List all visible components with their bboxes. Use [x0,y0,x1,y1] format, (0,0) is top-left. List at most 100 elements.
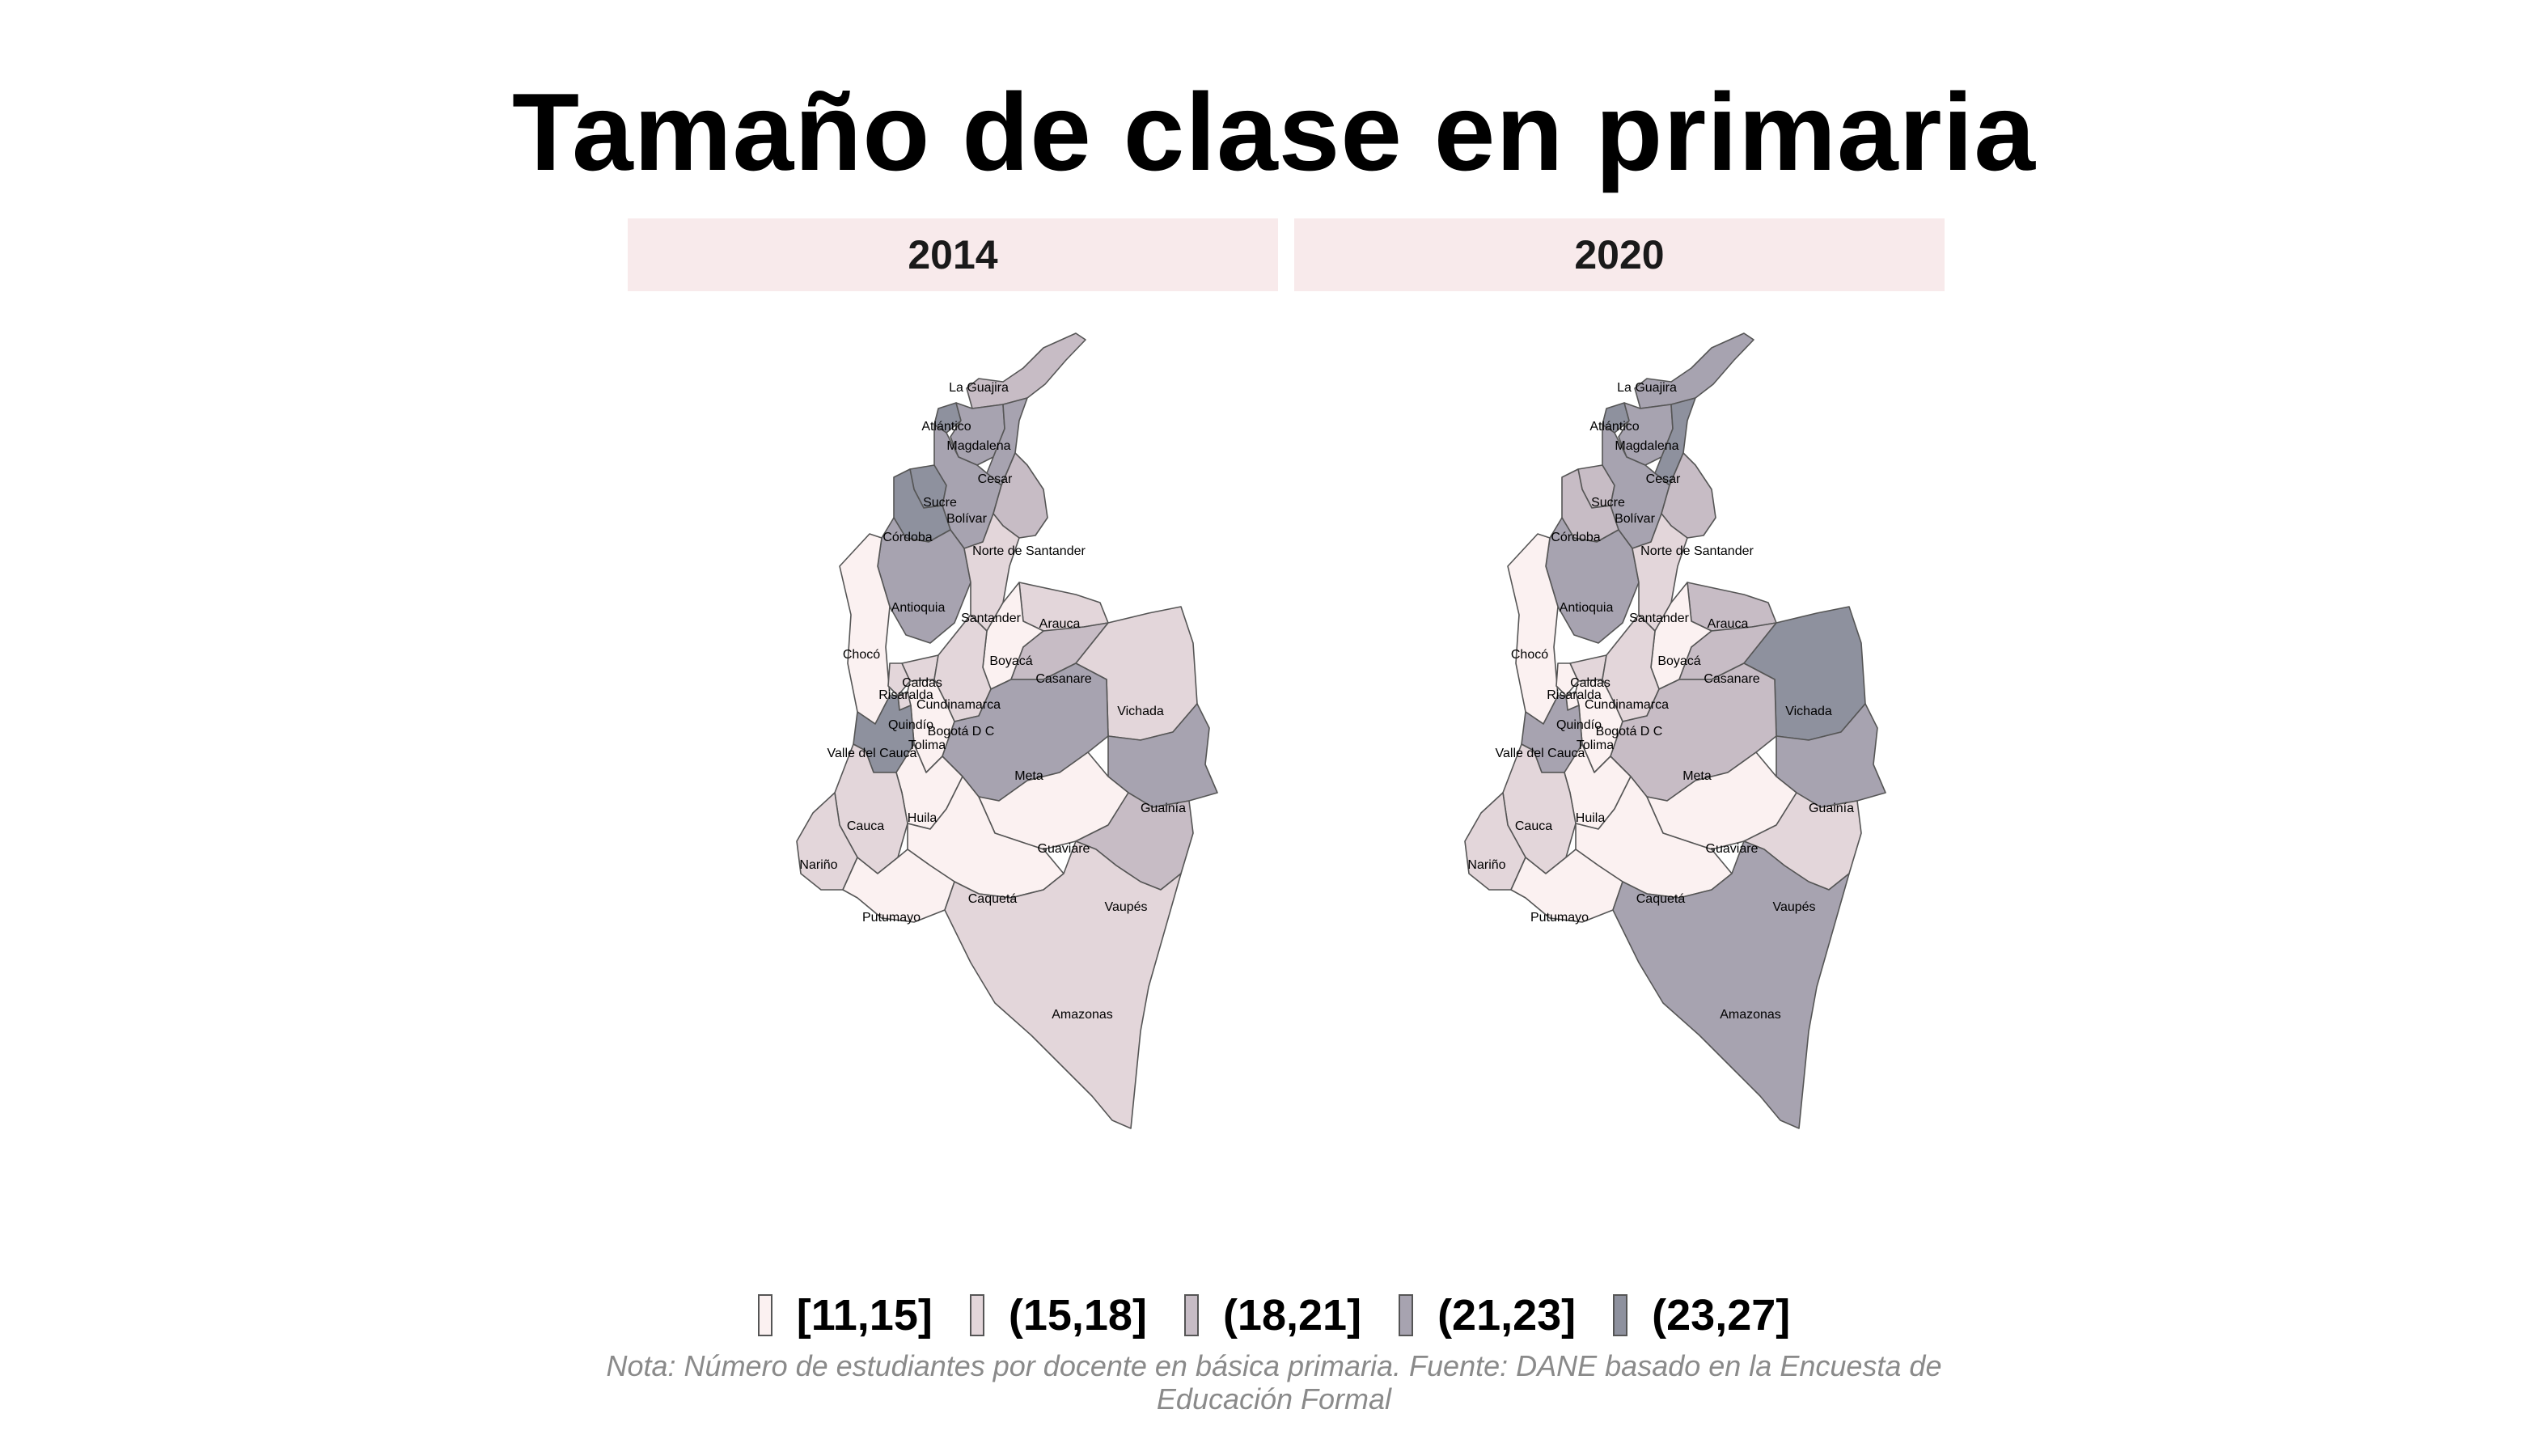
map-panel-2020: La Guajira Atlántico Magdalena Cesar Sucre Bo… [1464,332,1886,1129]
department-label-sucre: Sucre [923,496,957,510]
department-labels: La Guajira Atlántico Magdalena Cesar Sucre Bo… [799,381,1186,1022]
department-atlantico [933,402,962,434]
department-la-guajira [1634,332,1754,409]
department-atlantico [1602,402,1630,434]
department-label-sucre: Sucre [1591,496,1625,510]
department-label-guaviare: Guaviare [1038,842,1090,856]
department-label-arauca: Arauca [1039,617,1081,631]
department-label-narino: Nariño [799,858,837,872]
chart-title: Tamaño de clase en primaria [512,70,2036,193]
department-label-putumayo: Putumayo [1530,911,1589,925]
department-amazonas [944,840,1182,1129]
department-magdalena [1618,402,1674,466]
department-label-quindio: Quindío [888,718,933,732]
department-la-guajira [966,332,1086,409]
department-label-guaviare: Guaviare [1706,842,1759,856]
legend-swatch [1613,1294,1628,1336]
department-label-amazonas: Amazonas [1052,1008,1113,1022]
department-labels: La Guajira Atlántico Magdalena Cesar Sucre Bo… [1467,381,1854,1022]
department-label-valle-del-cauca: Valle del Cauca [827,747,917,760]
department-label-caldas: Caldas [902,676,942,690]
department-label-boyaca: Boyacá [989,654,1032,668]
department-label-meta: Meta [1014,769,1043,783]
department-label-caqueta: Caquetá [1636,892,1686,906]
department-label-valle-del-cauca: Valle del Cauca [1496,747,1585,760]
department-label-antioquia: Antioquia [1560,601,1614,615]
department-risaralda [1555,662,1579,696]
legend-swatch [1183,1294,1199,1336]
department-label-risaralda: Risaralda [878,688,933,702]
department-risaralda [887,662,911,696]
department-label-vaupes: Vaupés [1104,900,1147,914]
department-narino [1464,792,1526,891]
department-label-casanare: Casanare [1035,672,1091,686]
department-label-cundinamarca: Cundinamarca [916,698,1001,712]
legend-label: (18,21] [1222,1291,1362,1340]
department-label-huila: Huila [1576,811,1606,825]
caption-note: Nota: Número de estudiantes por docente … [606,1349,1942,1416]
legend-item: (15,18] [969,1290,1147,1340]
department-label-magdalena: Magdalena [1615,439,1678,453]
department-label-tolima: Tolima [908,739,946,752]
department-label-atlantico: Atlántico [921,420,971,434]
department-label-la-guajira: La Guajira [1617,381,1677,395]
department-label-vichada: Vichada [1117,705,1164,718]
department-label-cesar: Cesar [978,472,1013,486]
department-label-vichada: Vichada [1785,705,1832,718]
department-label-choco: Chocó [843,648,880,662]
department-amazonas [1612,840,1850,1129]
legend-label: [11,15] [796,1291,933,1340]
department-label-tolima: Tolima [1577,739,1614,752]
legend: [11,15] (15,18] (18,21] (21,23] (23,27] [0,1290,2548,1340]
department-label-la-guajira: La Guajira [949,381,1009,395]
legend-swatch [1399,1294,1414,1336]
department-label-risaralda: Risaralda [1547,688,1602,702]
department-label-amazonas: Amazonas [1720,1008,1781,1022]
department-narino [796,792,858,891]
panel-header-2014: 2014 [628,218,1278,291]
department-label-guainia: Guainía [1141,802,1186,815]
department-label-huila: Huila [908,811,938,825]
legend-item: (18,21] [1183,1290,1362,1340]
department-label-boyaca: Boyacá [1657,654,1700,668]
department-label-norte-de-santander: Norte de Santander [1640,544,1754,558]
department-label-vaupes: Vaupés [1772,900,1815,914]
legend-label: (15,18] [1008,1291,1147,1340]
department-shapes [796,332,1218,1129]
department-label-caqueta: Caquetá [968,892,1018,906]
legend-label: (21,23] [1437,1291,1577,1340]
department-label-narino: Nariño [1467,858,1505,872]
department-label-putumayo: Putumayo [862,911,921,925]
department-label-santander: Santander [961,612,1022,625]
department-label-antioquia: Antioquia [891,601,946,615]
department-magdalena [950,402,1005,466]
panel-header-2020: 2020 [1294,218,1945,291]
department-label-caldas: Caldas [1570,676,1610,690]
department-label-meta: Meta [1682,769,1712,783]
department-label-choco: Chocó [1511,648,1548,662]
department-shapes [1464,332,1886,1129]
department-label-cesar: Cesar [1646,472,1681,486]
department-label-cauca: Cauca [1515,819,1552,833]
legend-swatch [757,1294,772,1336]
department-label-cordoba: Córdoba [1551,531,1600,544]
department-label-santander: Santander [1629,612,1690,625]
department-label-cordoba: Córdoba [882,531,932,544]
department-label-casanare: Casanare [1704,672,1759,686]
department-label-bolivar: Bolívar [946,512,987,526]
department-label-quindio: Quindío [1556,718,1602,732]
department-label-magdalena: Magdalena [946,439,1010,453]
department-label-guainia: Guainía [1809,802,1854,815]
department-label-arauca: Arauca [1708,617,1749,631]
legend-label: (23,27] [1652,1291,1791,1340]
department-label-cundinamarca: Cundinamarca [1585,698,1669,712]
legend-swatch [969,1294,984,1336]
map-panel-2014: La Guajira Atlántico Magdalena Cesar Sucre Bo… [796,332,1218,1129]
legend-item: (21,23] [1399,1290,1576,1340]
department-label-bogota-d-c: Bogotá D C [928,725,995,739]
department-label-atlantico: Atlántico [1589,420,1639,434]
department-label-bogota-d-c: Bogotá D C [1596,725,1663,739]
department-label-bolivar: Bolívar [1615,512,1655,526]
legend-item: [11,15] [757,1290,933,1340]
legend-item: (23,27] [1613,1290,1790,1340]
